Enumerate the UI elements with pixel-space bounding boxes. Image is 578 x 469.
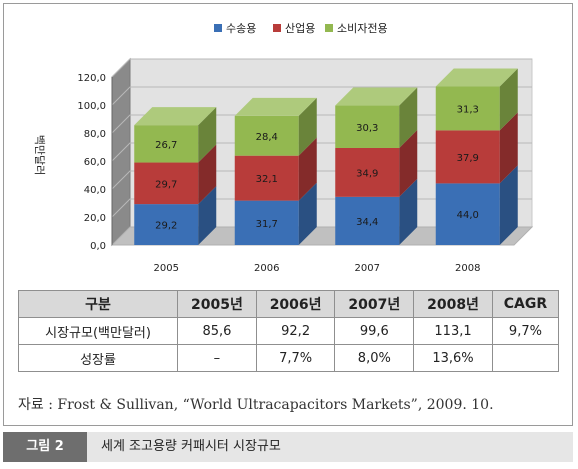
table-row: 시장규모(백만달러) 85,6 92,2 99,6 113,1 9,7%	[17, 317, 560, 345]
data-label: 31,3	[457, 104, 479, 115]
data-label: 30,3	[356, 123, 378, 134]
y-tick-label: 100,0	[77, 101, 106, 112]
y-tick-label: 40,0	[84, 185, 106, 196]
header-cell: 구분	[17, 290, 179, 318]
bar-segment-front	[335, 147, 400, 197]
row-label: 성장률	[17, 344, 179, 372]
data-label: 31,7	[256, 219, 278, 230]
y-tick-label: 60,0	[84, 157, 106, 168]
bar-segment-side	[298, 97, 317, 156]
bar-segment-front	[435, 86, 500, 131]
x-tick-label: 2006	[254, 263, 279, 274]
table-cell: 13,6%	[413, 344, 493, 372]
bar-segment-side	[499, 165, 518, 245]
table-cell: 99,6	[334, 317, 415, 345]
bar-segment-front	[134, 125, 199, 163]
data-label: 29,7	[155, 179, 177, 190]
bar-segment-front	[234, 155, 299, 201]
bar-segment-side	[198, 107, 217, 163]
y-tick-label: 80,0	[84, 129, 106, 140]
row-label: 시장규모(백만달러)	[17, 317, 179, 345]
bar-segment-side	[399, 129, 418, 197]
bar-segment-top	[234, 97, 317, 116]
figure-caption: 그림 2 세계 조고용량 커패시터 시장규모	[3, 432, 573, 462]
figure-title: 세계 조고용량 커패시터 시장규모	[101, 439, 281, 454]
legend-swatch	[273, 24, 281, 32]
bar-segment-front	[134, 162, 199, 205]
y-tick-label: 0,0	[90, 241, 106, 252]
bar-segment-top	[134, 107, 217, 126]
legend-label: 수송용	[226, 22, 256, 35]
legend-swatch	[325, 24, 333, 32]
legend-label: 산업용	[285, 22, 315, 35]
data-label: 32,1	[256, 174, 278, 185]
data-label: 28,4	[256, 132, 278, 143]
bar-segment-side	[198, 186, 217, 245]
data-label: 26,7	[155, 140, 177, 151]
bar-segment-front	[435, 183, 500, 245]
bar-segment-front	[435, 130, 500, 184]
bar-segment-side	[499, 112, 518, 184]
table-row: 성장률 – 7,7% 8,0% 13,6%	[17, 344, 560, 372]
figure-number: 그림 2	[3, 432, 87, 462]
y-tick-label: 20,0	[84, 213, 106, 224]
data-label: 29,2	[155, 221, 177, 232]
bar-segment-front	[335, 105, 400, 148]
bar-segment-top	[335, 87, 418, 106]
header-cell: CAGR	[491, 290, 560, 318]
stacked-bar-chart: 0,0 20,0 40,0 60,0 80,0 100,0 120,0 백만달러 29,2 29,…	[33, 22, 534, 274]
table-cell: 92,2	[255, 317, 336, 345]
source-note: 자료 : Frost & Sullivan, “World Ultracapac…	[18, 397, 494, 413]
header-cell: 2008년	[413, 290, 493, 318]
table-cell: 85,6	[177, 317, 257, 345]
x-tick-label: 2008	[455, 263, 480, 274]
legend-swatch	[214, 24, 222, 32]
bar-segment-side	[298, 137, 317, 201]
gridline	[111, 86, 532, 106]
bar-segment-side	[399, 87, 418, 148]
header-cell: 2006년	[255, 290, 336, 318]
table-header-row: 구분 2005년 2006년 2007년 2008년 CAGR	[17, 290, 560, 318]
table-cell: 9,7%	[491, 317, 560, 345]
bar-segment-front	[335, 196, 400, 245]
header-cell: 2007년	[334, 290, 415, 318]
data-label: 37,9	[457, 153, 479, 164]
header-cell: 2005년	[177, 290, 257, 318]
bar-segment-front	[134, 204, 199, 245]
data-label: 34,4	[356, 217, 378, 228]
y-tick-label: 120,0	[77, 73, 106, 84]
bar-segment-side	[298, 182, 317, 245]
bar-segment-front	[234, 115, 299, 156]
market-size-table: 구분 2005년 2006년 2007년 2008년 CAGR 시장규모(백만달…	[17, 290, 560, 372]
data-label: 44,0	[457, 210, 479, 221]
legend-label: 소비자전용	[337, 22, 388, 35]
table-cell: 113,1	[413, 317, 493, 345]
table-cell: –	[177, 344, 257, 372]
table-cell: 7,7%	[255, 344, 336, 372]
bar-segment-side	[399, 178, 418, 245]
bar-segment-front	[234, 200, 299, 245]
gridline	[111, 58, 532, 78]
table-cell	[491, 344, 560, 372]
x-tick-label: 2007	[355, 263, 380, 274]
bar-segment-top	[435, 68, 518, 87]
data-label: 34,9	[356, 168, 378, 179]
x-tick-label: 2005	[154, 263, 179, 274]
y-axis-label: 백만달러	[33, 135, 46, 175]
bar-segment-side	[198, 144, 217, 205]
bar-segment-side	[499, 68, 518, 131]
table-cell: 8,0%	[334, 344, 415, 372]
